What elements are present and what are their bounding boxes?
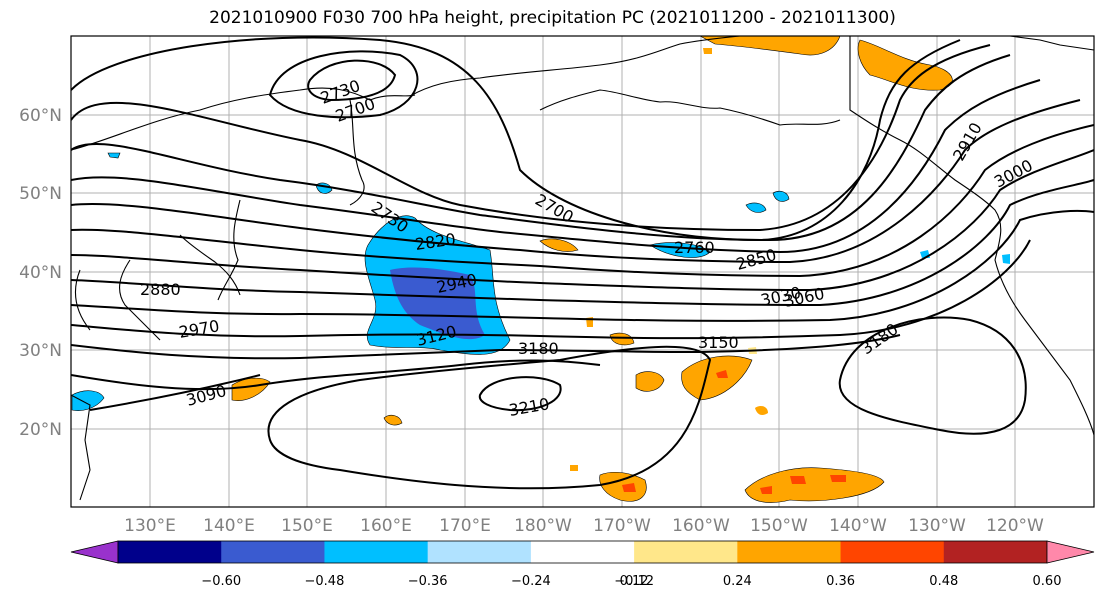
- lat-label: 20°N: [19, 420, 62, 440]
- contour-label: 2880: [140, 280, 181, 299]
- precip-positive-areas: [231, 36, 953, 503]
- colorbar-bin: [324, 541, 429, 563]
- coastlines: [71, 36, 1094, 501]
- colorbar: −0.60 −0.48 −0.36 −0.24 −0.120.12 0.24 0.36 0.4…: [70, 540, 1095, 589]
- lon-label: 140°E: [203, 516, 255, 536]
- lon-label: 150°W: [750, 516, 808, 536]
- latitude-labels: 20°N 30°N 40°N 50°N 60°N: [19, 106, 62, 440]
- lon-label: 160°E: [360, 516, 412, 536]
- colorbar-bin: [530, 541, 635, 563]
- lon-label: 120°W: [986, 516, 1044, 536]
- colorbar-tick-label: −0.60: [201, 574, 241, 589]
- lon-label: 170°W: [593, 516, 651, 536]
- contour-label: 3150: [698, 333, 739, 352]
- contour-label: 2760: [674, 238, 715, 257]
- lon-label: 140°W: [829, 516, 887, 536]
- colorbar-tick-label: 0.12: [620, 574, 649, 589]
- colorbar-tick-label: 0.36: [826, 574, 855, 589]
- colorbar-tick-label: −0.24: [511, 574, 551, 589]
- lon-label: 130°W: [908, 516, 966, 536]
- height-contours: [71, 36, 1094, 490]
- map-title: 2021010900 F030 700 hPa height, precipit…: [209, 8, 896, 28]
- lat-label: 60°N: [19, 106, 62, 126]
- colorbar-bin: [1046, 540, 1095, 564]
- map-border: [70, 35, 1095, 508]
- lon-label: 180°W: [514, 516, 572, 536]
- colorbar-tick-label: 0.60: [1033, 574, 1062, 589]
- lon-label: 150°E: [281, 516, 333, 536]
- colorbar-tick-label: 0.24: [723, 574, 752, 589]
- colorbar-tick-label: 0.48: [929, 574, 958, 589]
- colorbar-tick-label: −0.12: [614, 574, 654, 589]
- lon-label: 170°E: [439, 516, 491, 536]
- lon-label: 130°E: [124, 516, 176, 536]
- colorbar-bin: [118, 541, 222, 563]
- lon-label: 160°W: [672, 516, 730, 536]
- colorbar-bin: [943, 541, 1048, 563]
- colorbar-tick-label: −0.48: [305, 574, 345, 589]
- colorbar-bin: [634, 541, 738, 563]
- lat-label: 30°N: [19, 341, 62, 361]
- colorbar-bin: [737, 541, 842, 563]
- longitude-labels: 130°E 140°E 150°E 160°E 170°E 180°W 170°…: [124, 516, 1044, 536]
- colorbar-bin: [221, 541, 325, 563]
- lat-label: 40°N: [19, 263, 62, 283]
- colorbar-bin: [427, 541, 532, 563]
- colorbar-tick-label: −0.36: [408, 574, 448, 589]
- contour-label: 3180: [518, 339, 559, 358]
- lat-label: 50°N: [19, 184, 62, 204]
- colorbar-bin: [70, 540, 119, 564]
- colorbar-bin: [840, 541, 945, 563]
